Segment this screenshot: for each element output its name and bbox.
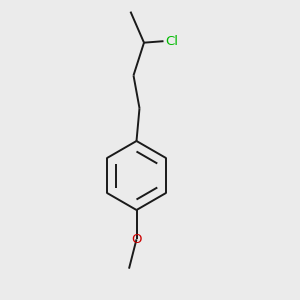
Text: O: O: [131, 233, 142, 246]
Text: Cl: Cl: [165, 35, 178, 48]
